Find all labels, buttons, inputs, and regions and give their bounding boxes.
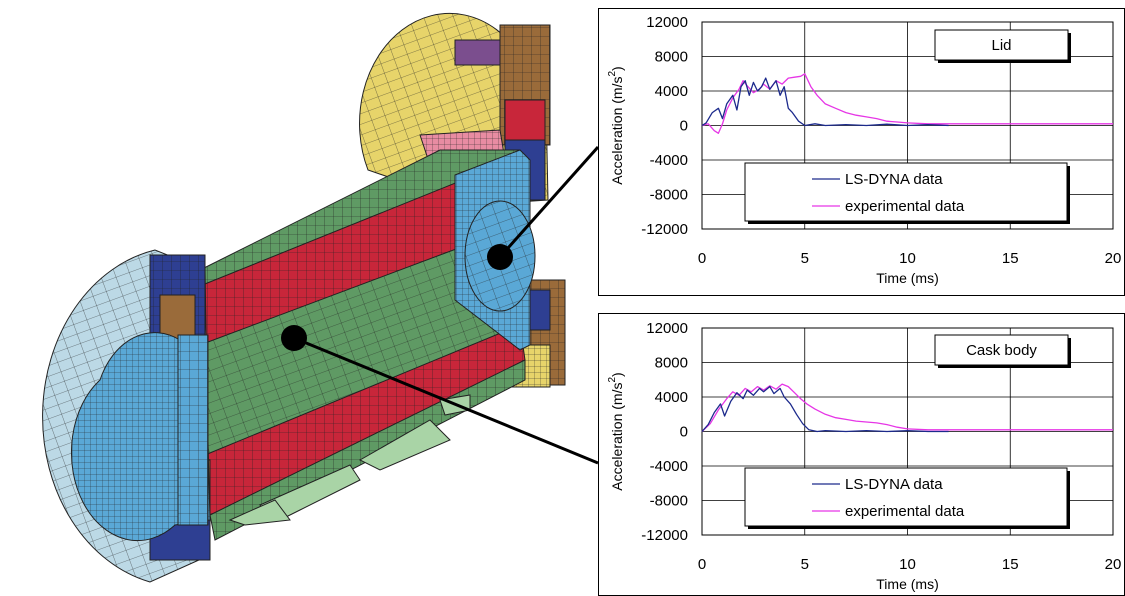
x-tick-label: 20 xyxy=(1105,250,1122,267)
x-tick-label: 10 xyxy=(899,556,916,573)
x-axis-label: Time (ms) xyxy=(876,576,938,592)
legend-box xyxy=(744,162,1068,222)
x-tick-label: 0 xyxy=(698,250,706,267)
x-tick-label: 5 xyxy=(801,250,809,267)
x-tick-label: 5 xyxy=(801,556,809,573)
y-tick-label: -8000 xyxy=(650,187,688,204)
y-tick-label: 0 xyxy=(680,118,688,135)
lid-chart-panel: 12000 8000 4000 0 -4000 -8000 -12000 0 5 10 15 20 Ti… xyxy=(598,8,1125,296)
y-tick-label: 0 xyxy=(680,424,688,441)
fem-mesh-illustration xyxy=(42,13,566,583)
y-tick-label: -12000 xyxy=(641,527,688,544)
x-tick-label: 15 xyxy=(1002,250,1019,267)
y-tick-label: -8000 xyxy=(650,493,688,510)
cask-body-chart-panel: 12000 8000 4000 0 -4000 -8000 -12000 0 5 10 15 20 Ti… xyxy=(598,313,1125,596)
y-tick-label: -12000 xyxy=(641,221,688,238)
series-line-ls-dyna-data xyxy=(701,77,949,127)
x-tick-label: 0 xyxy=(698,556,706,573)
legend-box xyxy=(744,467,1068,527)
x-tick-label: 10 xyxy=(899,250,916,267)
x-tick-label: 15 xyxy=(1002,556,1019,573)
left-lid xyxy=(70,332,211,542)
cask-body-callout-line xyxy=(293,336,599,465)
annotation-box xyxy=(934,334,1069,366)
y-axis-label: Acceleration (m/s2) xyxy=(607,66,625,184)
y-tick-label: 8000 xyxy=(655,355,688,372)
series-line-experimental-data xyxy=(701,383,1113,432)
series-line-ls-dyna-data xyxy=(701,385,949,433)
series-line-experimental-data xyxy=(701,73,1113,134)
annotation-label: Lid xyxy=(991,37,1011,54)
y-tick-label: 4000 xyxy=(655,83,688,100)
y-tick-label: -4000 xyxy=(650,152,688,169)
legend-label: experimental data xyxy=(845,503,965,520)
annotation-label: Cask body xyxy=(966,342,1037,359)
x-tick-label: 20 xyxy=(1105,556,1122,573)
y-axis-label: Acceleration (m/s2) xyxy=(607,372,625,490)
lid-callout-line xyxy=(498,146,600,258)
annotation-box xyxy=(934,29,1069,61)
y-tick-label: 4000 xyxy=(655,389,688,406)
y-tick-label: -4000 xyxy=(650,458,688,475)
y-tick-label: 12000 xyxy=(646,320,688,337)
x-axis-label: Time (ms) xyxy=(876,270,938,286)
y-tick-label: 12000 xyxy=(646,14,688,31)
y-tick-label: 8000 xyxy=(655,49,688,66)
legend-label: LS-DYNA data xyxy=(845,476,943,493)
legend-label: LS-DYNA data xyxy=(845,171,943,188)
legend-label: experimental data xyxy=(845,198,965,215)
